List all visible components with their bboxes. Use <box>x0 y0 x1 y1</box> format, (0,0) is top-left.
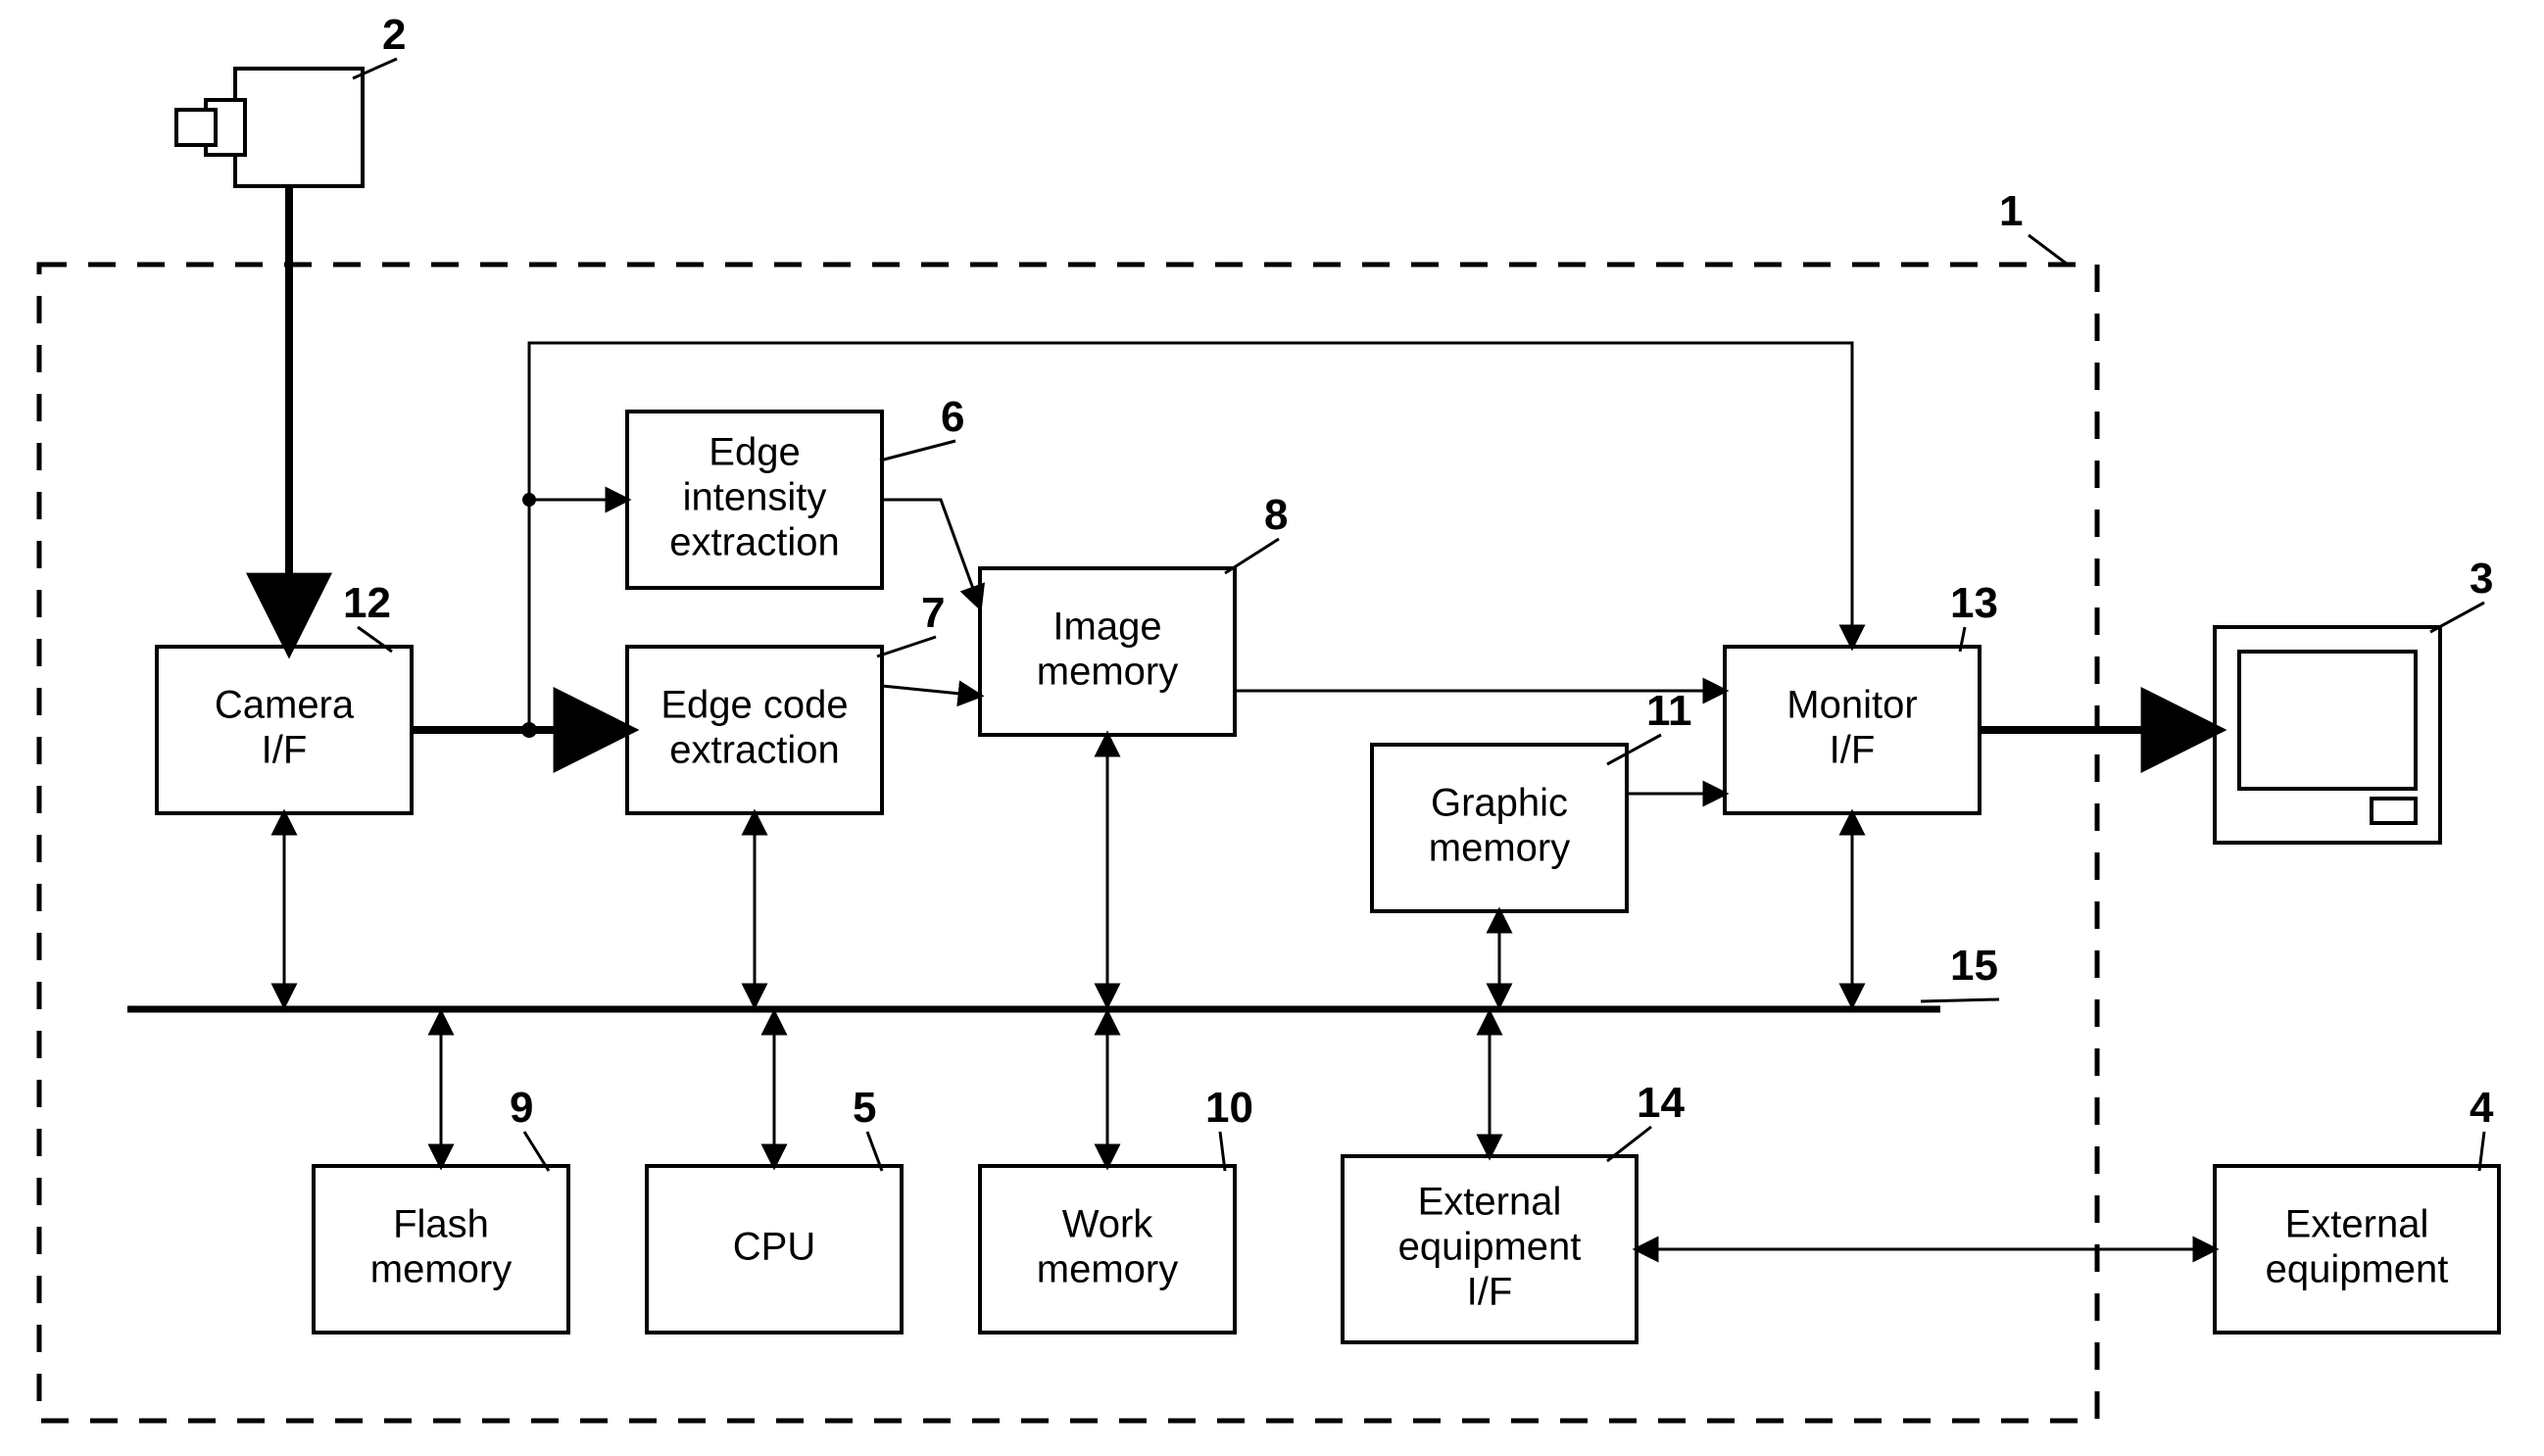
svg-text:CPU: CPU <box>733 1226 815 1269</box>
ref-number: 1 <box>1999 187 2023 235</box>
svg-text:Flash: Flash <box>393 1203 489 1246</box>
svg-text:External: External <box>2285 1203 2429 1246</box>
ref-number: 4 <box>2470 1084 2494 1132</box>
node-monitor_if: MonitorI/F 13 <box>1725 579 1998 813</box>
ref-number: 7 <box>921 589 945 637</box>
node-monitor: 3 <box>2215 555 2493 843</box>
connector <box>529 500 627 730</box>
ref-number: 12 <box>343 579 391 627</box>
ref-number: 14 <box>1637 1079 1685 1127</box>
node-camera: 2 <box>176 11 406 186</box>
svg-text:extraction: extraction <box>669 521 839 564</box>
ref-number: 13 <box>1950 579 1998 627</box>
ref-number: 9 <box>510 1084 533 1132</box>
ref-number: 8 <box>1264 491 1288 539</box>
svg-text:memory: memory <box>1429 827 1570 870</box>
svg-text:Edge: Edge <box>709 431 800 474</box>
node-work_memory: Workmemory 10 <box>980 1084 1253 1333</box>
svg-text:Camera: Camera <box>215 684 355 727</box>
node-ext_equipment: Externalequipment 4 <box>2215 1084 2499 1333</box>
svg-text:intensity: intensity <box>683 476 827 519</box>
ref-number: 11 <box>1646 687 1692 735</box>
ref-number: 5 <box>853 1084 876 1132</box>
svg-text:Edge code: Edge code <box>660 684 848 727</box>
svg-text:Monitor: Monitor <box>1786 684 1917 727</box>
svg-text:I/F: I/F <box>1467 1271 1513 1314</box>
svg-text:memory: memory <box>370 1248 512 1291</box>
svg-text:extraction: extraction <box>669 729 839 772</box>
node-ext_if: ExternalequipmentI/F 14 <box>1343 1079 1685 1342</box>
svg-text:I/F: I/F <box>1830 729 1876 772</box>
ref-number: 15 <box>1950 942 1998 990</box>
svg-text:Work: Work <box>1062 1203 1154 1246</box>
connector <box>882 686 980 696</box>
block-diagram: 1152CameraI/F12Edgeintensityextraction6E… <box>0 0 2544 1456</box>
ref-number: 2 <box>382 11 406 59</box>
ref-number: 10 <box>1205 1084 1253 1132</box>
svg-text:equipment: equipment <box>2266 1248 2449 1291</box>
svg-text:I/F: I/F <box>262 729 308 772</box>
svg-text:Image: Image <box>1052 606 1161 649</box>
node-edge_code: Edge codeextraction 7 <box>627 589 945 813</box>
node-camera_if: CameraI/F 12 <box>157 579 412 813</box>
svg-text:Graphic: Graphic <box>1431 782 1568 825</box>
svg-text:memory: memory <box>1037 1248 1178 1291</box>
node-edge_intensity: Edgeintensityextraction 6 <box>627 393 964 588</box>
ref-number: 6 <box>941 393 964 441</box>
node-graphic_memory: Graphicmemory 11 <box>1372 687 1692 911</box>
ref-number: 3 <box>2470 555 2493 603</box>
svg-text:memory: memory <box>1037 651 1178 694</box>
svg-text:External: External <box>1418 1181 1562 1224</box>
svg-text:equipment: equipment <box>1398 1226 1582 1269</box>
node-image_memory: Imagememory 8 <box>980 491 1288 735</box>
